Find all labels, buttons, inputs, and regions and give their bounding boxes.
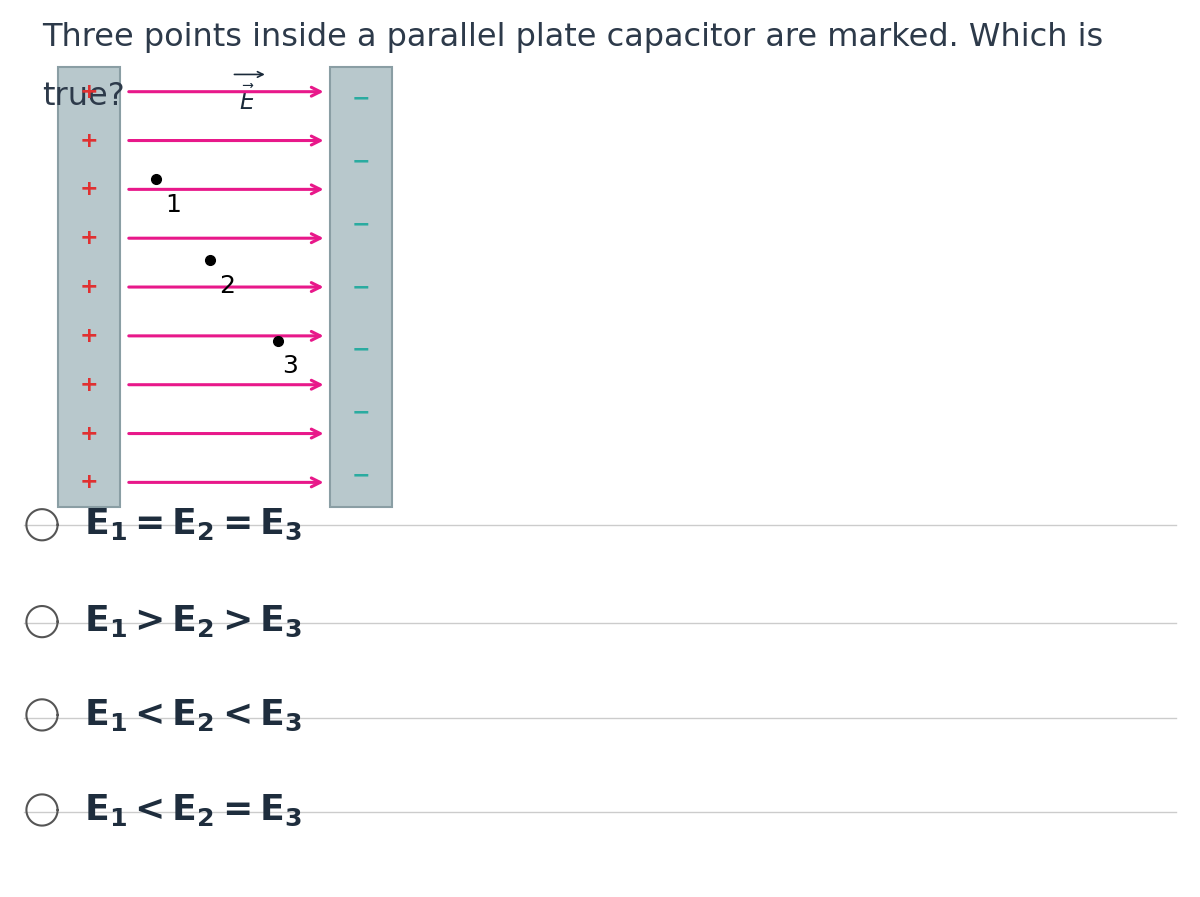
- Text: true?: true?: [42, 81, 125, 112]
- Text: −: −: [352, 466, 371, 485]
- Bar: [330, 67, 392, 507]
- Bar: [58, 67, 120, 507]
- Text: −: −: [352, 152, 371, 171]
- Text: 3: 3: [282, 354, 298, 379]
- Text: 2: 2: [220, 274, 235, 298]
- Text: +: +: [79, 82, 98, 101]
- Text: +: +: [79, 326, 98, 346]
- Text: −: −: [352, 403, 371, 422]
- Text: +: +: [79, 228, 98, 248]
- Text: $\mathbf{E_1 = E_2 = E_3}$: $\mathbf{E_1 = E_2 = E_3}$: [84, 507, 302, 543]
- Text: Three points inside a parallel plate capacitor are marked. Which is: Three points inside a parallel plate cap…: [42, 22, 1103, 54]
- Text: +: +: [79, 131, 98, 151]
- Text: 1: 1: [166, 193, 181, 217]
- Text: −: −: [352, 277, 371, 297]
- Text: $\vec{E}$: $\vec{E}$: [239, 85, 256, 115]
- Text: +: +: [79, 277, 98, 297]
- Text: $\mathbf{E_1 > E_2 > E_3}$: $\mathbf{E_1 > E_2 > E_3}$: [84, 604, 302, 640]
- Text: −: −: [352, 214, 371, 234]
- Text: +: +: [79, 473, 98, 492]
- Text: +: +: [79, 179, 98, 199]
- Text: −: −: [352, 89, 371, 109]
- Text: $\mathbf{E_1 < E_2 < E_3}$: $\mathbf{E_1 < E_2 < E_3}$: [84, 697, 302, 733]
- Text: +: +: [79, 423, 98, 443]
- Text: −: −: [352, 340, 371, 360]
- Text: $\mathbf{E_1 < E_2 = E_3}$: $\mathbf{E_1 < E_2 = E_3}$: [84, 792, 302, 828]
- Text: +: +: [79, 375, 98, 395]
